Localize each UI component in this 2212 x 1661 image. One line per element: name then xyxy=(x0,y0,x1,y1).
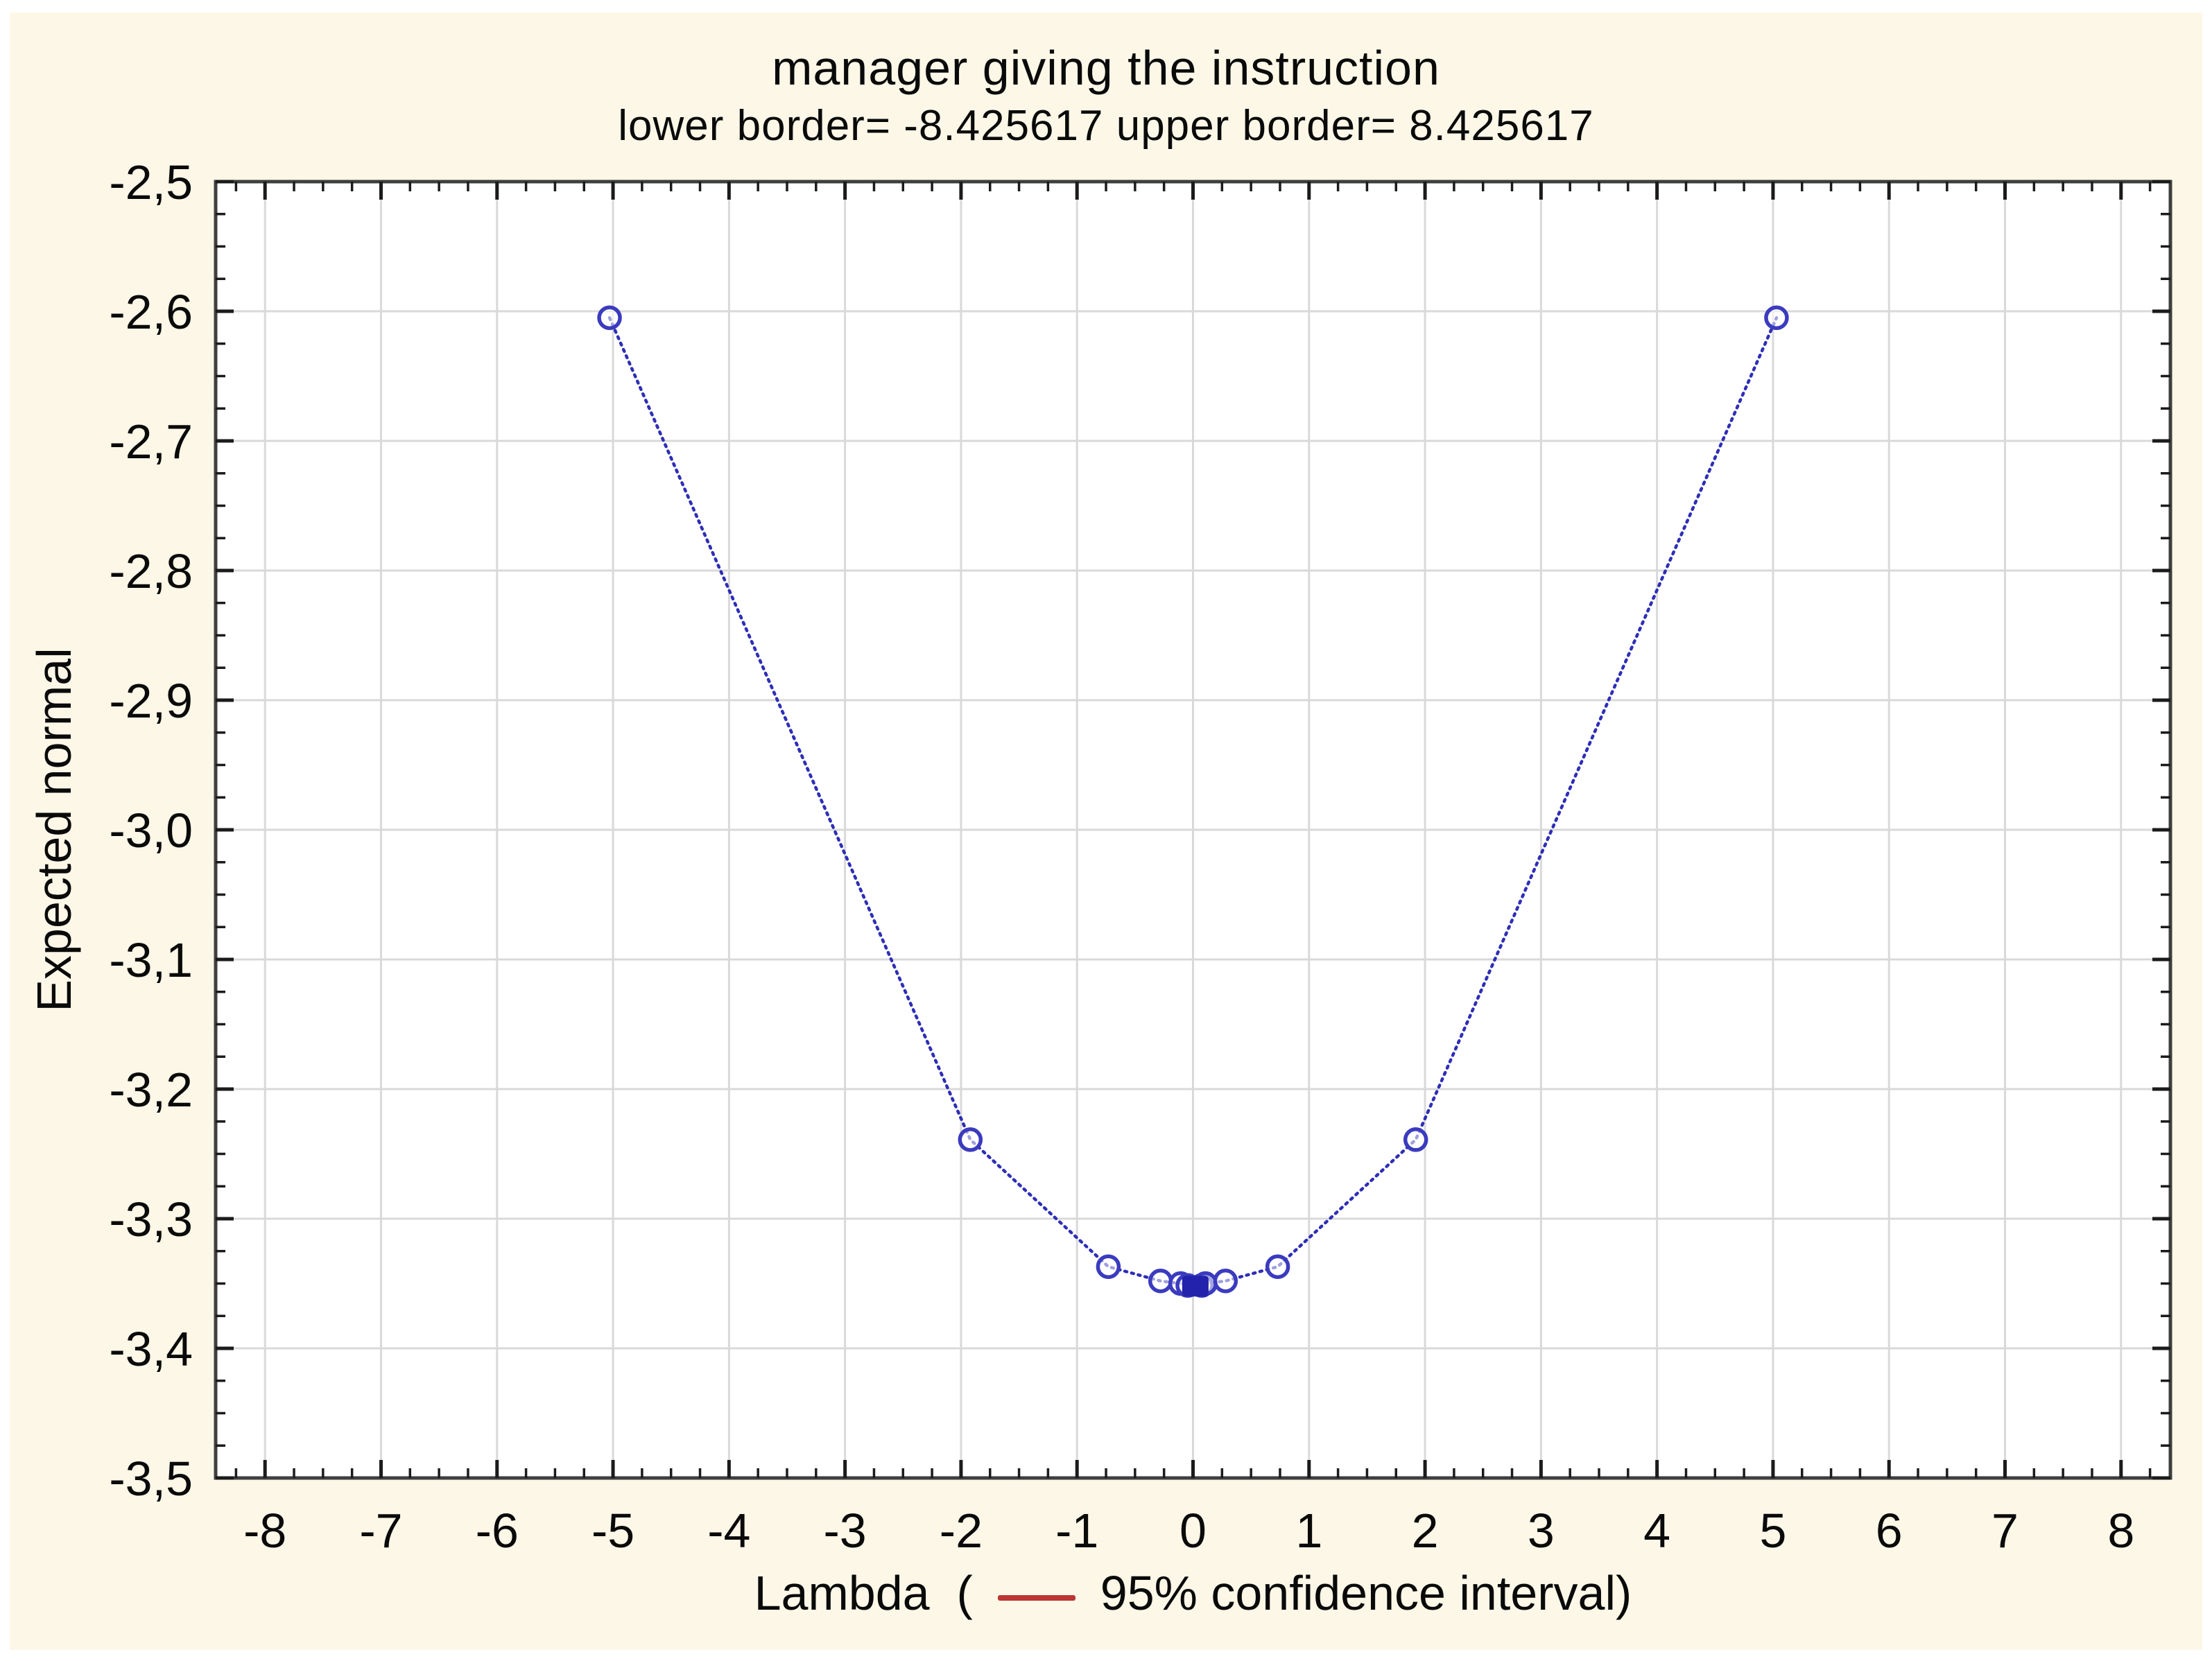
x-tick-label: -1 xyxy=(1055,1504,1098,1558)
x-tick-label: 2 xyxy=(1412,1504,1439,1558)
x-tick-label: -5 xyxy=(591,1504,634,1558)
x-tick-label: 5 xyxy=(1759,1504,1786,1558)
y-tick-label: -2,6 xyxy=(109,285,193,339)
y-tick-label: -3,4 xyxy=(109,1322,193,1376)
chart-title: manager giving the instruction xyxy=(772,41,1440,95)
y-tick-label: -3,1 xyxy=(109,933,193,987)
x-tick-label: -2 xyxy=(940,1504,983,1558)
chart-subtitle: lower border= -8.425617 upper border= 8.… xyxy=(618,102,1594,150)
y-tick-label: -3,0 xyxy=(109,803,193,858)
x-tick-label: 3 xyxy=(1528,1504,1555,1558)
x-tick-label: 6 xyxy=(1876,1504,1903,1558)
x-tick-label: 4 xyxy=(1643,1504,1670,1558)
data-point-marker xyxy=(1096,1254,1121,1279)
x-axis-label: Lambda ( 95% confidence interval) xyxy=(216,1565,2170,1621)
y-tick-label: -2,5 xyxy=(109,155,193,209)
x-axis-label-legend-text: 95% confidence interval) xyxy=(1100,1566,1632,1620)
data-point-marker xyxy=(1265,1254,1290,1279)
x-tick-label: -8 xyxy=(243,1504,286,1558)
optimum-point-marker xyxy=(1182,1276,1209,1297)
data-point-marker xyxy=(1213,1269,1238,1294)
y-tick-label: -3,3 xyxy=(109,1192,193,1246)
data-point-marker xyxy=(958,1127,983,1152)
x-tick-label: -6 xyxy=(476,1504,519,1558)
y-tick-label: -3,2 xyxy=(109,1063,193,1117)
y-tick-label: -2,8 xyxy=(109,544,193,598)
y-tick-label: -2,7 xyxy=(109,415,193,469)
x-tick-label: 8 xyxy=(2107,1504,2134,1558)
x-tick-label: -3 xyxy=(824,1504,867,1558)
y-tick-label: -3,5 xyxy=(109,1452,193,1506)
x-tick-label: 1 xyxy=(1295,1504,1322,1558)
data-point-marker xyxy=(1764,305,1789,331)
x-tick-label: -7 xyxy=(359,1504,402,1558)
data-point-marker xyxy=(1403,1127,1428,1152)
confidence-interval-line-icon xyxy=(997,1595,1075,1601)
x-axis-label-prefix: Lambda ( xyxy=(754,1566,973,1620)
y-tick-label: -2,9 xyxy=(109,674,193,728)
x-tick-label: 0 xyxy=(1180,1504,1207,1558)
data-point-marker xyxy=(1148,1269,1173,1294)
x-tick-label: -4 xyxy=(707,1504,750,1558)
data-point-marker xyxy=(597,305,622,331)
x-tick-label: 7 xyxy=(1991,1504,2019,1558)
